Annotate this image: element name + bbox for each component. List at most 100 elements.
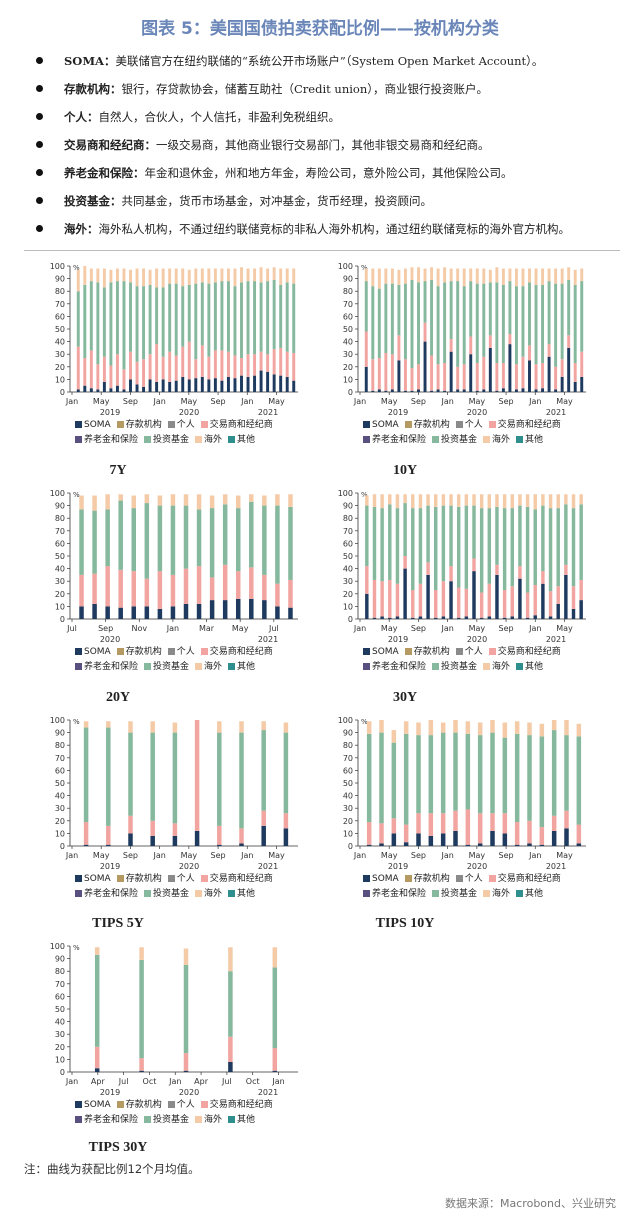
bar-segment: [430, 390, 434, 392]
bar-segment: [135, 286, 139, 362]
bar-segment: [377, 357, 381, 390]
bar-segment: [576, 723, 582, 737]
y-tick-label: 70: [55, 527, 65, 536]
bar-segment: [456, 494, 461, 507]
bar-segment: [135, 384, 139, 392]
legend-swatch: [363, 875, 370, 882]
bar-segment: [403, 494, 407, 504]
definition-item: 存款机构：银行，存贷款协会，储蓄互助社（Credit union），商业银行投资…: [36, 82, 626, 110]
y-tick-label: 20: [55, 1043, 65, 1052]
legend-item: 交易商和经纪商: [488, 420, 561, 430]
legend-swatch: [455, 421, 463, 428]
x-tick-label: Nov: [131, 624, 147, 633]
y-tick-label: 10: [55, 375, 65, 384]
y-tick-label: 30: [343, 350, 353, 359]
bar-segment: [479, 617, 484, 619]
y-tick-label: 30: [343, 804, 353, 813]
x-tick-label: May: [181, 397, 198, 406]
bar-segment: [579, 600, 583, 619]
chart-title: TIPS 5Y: [92, 916, 144, 931]
bar-segment: [161, 379, 165, 392]
bar-segment: [573, 269, 577, 285]
legend-swatch: [483, 436, 491, 443]
legend-item: 投资基金: [144, 435, 189, 445]
bar-segment: [79, 509, 84, 575]
bar-segment: [365, 495, 369, 506]
bar-segment: [76, 389, 80, 392]
bar-segment: [495, 282, 499, 364]
x-tick-label: Sep: [499, 397, 514, 406]
legend-item: 交易商和经纪商: [200, 420, 273, 430]
bar-segment: [217, 825, 222, 845]
legend-item: 投资基金: [144, 889, 189, 899]
bar-segment: [144, 606, 150, 619]
bar-segment: [475, 363, 479, 391]
bar-segment: [96, 364, 100, 390]
stacked-bar-chart: 0 10 20 30 40 50 60 70 80 90 100 % Jul Sep Nov Jan Mar Ma…: [50, 489, 298, 644]
bar-segment: [556, 508, 560, 587]
bar-segment: [576, 736, 582, 825]
bar-segment: [200, 282, 204, 346]
legend-item: 海外: [483, 662, 510, 672]
bar-segment: [235, 495, 241, 509]
bar-segment: [560, 359, 564, 377]
bar-segment: [495, 494, 499, 507]
definition-term: 交易商和经纪商：一级交易商，其他商业银行交易部门，其他非银交易商和经纪商。: [64, 138, 490, 152]
y-tick-label: 80: [343, 741, 353, 750]
legend-item: 存款机构: [404, 874, 450, 884]
bar-segment: [96, 282, 100, 365]
bar-segment: [469, 336, 473, 355]
bar-segment: [482, 268, 486, 284]
bar-segment: [246, 354, 250, 377]
legend-item: 海外: [483, 435, 510, 445]
y-tick-label: 90: [343, 502, 353, 511]
legend-item: 个人: [167, 874, 195, 884]
legend-item: 个人: [167, 420, 195, 430]
bar-segment: [292, 352, 296, 381]
bullet-icon: [36, 197, 43, 204]
bar-segment: [128, 833, 133, 846]
bar-segment: [79, 574, 84, 607]
legend-swatch: [75, 1101, 82, 1108]
bar-segment: [174, 268, 178, 284]
bar-segment: [502, 722, 508, 738]
bullet-icon: [36, 169, 43, 176]
definition-term: 存款机构：银行，存贷款协会，储蓄互助社（Credit union），商业银行投资…: [64, 82, 488, 96]
bar-segment: [194, 720, 200, 831]
divider: [24, 250, 620, 251]
legend-item: 交易商和经纪商: [200, 1100, 273, 1110]
x-tick-label: Jan: [65, 397, 78, 406]
bar-segment: [416, 813, 421, 834]
bar-segment: [571, 508, 576, 587]
bar-segment: [168, 283, 172, 352]
bar-segment: [183, 1070, 189, 1072]
bar-segment: [475, 268, 479, 284]
bar-segment: [469, 268, 473, 282]
bar-segment: [477, 722, 483, 736]
bar-segment: [495, 574, 499, 619]
bar-segment: [541, 388, 545, 392]
bar-segment: [102, 381, 106, 392]
bar-segment: [379, 720, 384, 733]
bar-segment: [508, 281, 512, 335]
bar-segment: [128, 721, 133, 733]
bar-segment: [456, 506, 461, 588]
bar-segment: [207, 268, 211, 284]
x-tick-label: Jan: [240, 397, 253, 406]
legend-item: 投资基金: [432, 889, 477, 899]
bar-segment: [534, 364, 538, 390]
bar-segment: [434, 590, 438, 618]
bar-segment: [449, 505, 453, 567]
bar-segment: [456, 366, 460, 390]
bar-segment: [441, 494, 446, 506]
x-year-label: 2020: [179, 862, 199, 871]
x-tick-label: Jul: [268, 624, 279, 633]
bar-segment: [131, 495, 137, 509]
bar-segment: [384, 352, 388, 391]
y-tick-label: 80: [343, 514, 353, 523]
bar-segment: [115, 354, 119, 386]
bar-segment: [181, 268, 185, 287]
x-tick-label: Sep: [98, 624, 113, 633]
y-tick-label: 0: [348, 842, 353, 851]
legend-swatch: [144, 890, 152, 897]
